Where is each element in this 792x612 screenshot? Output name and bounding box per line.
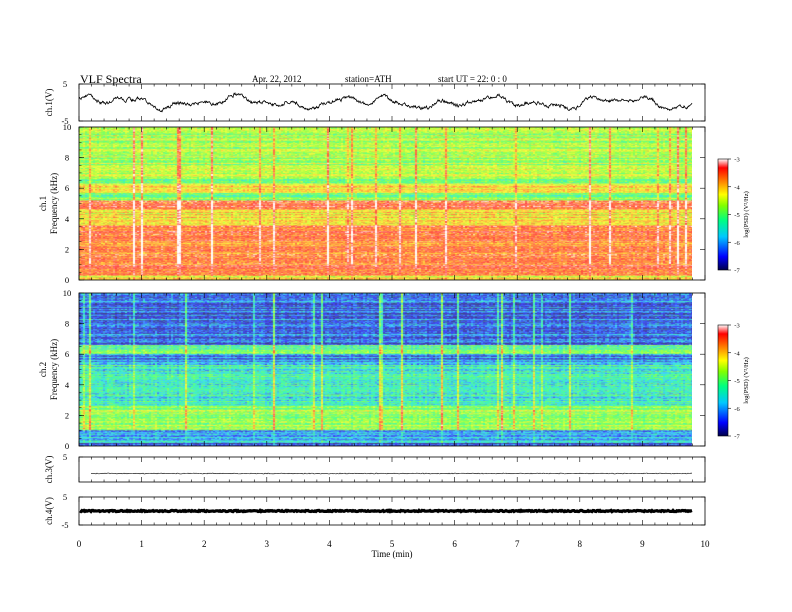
ch2-spectrogram-colorbar-tick-label: -7 — [734, 434, 740, 441]
ch2-spectrogram-ytick-label: 10 — [63, 288, 72, 298]
x-tick-label: 5 — [390, 539, 395, 549]
ch1-spectrogram-ylabel: Frequency (kHz) — [49, 173, 59, 234]
ch2-spectrogram-image — [79, 293, 692, 446]
ch2-spectrogram-colorbar-tick-label: -3 — [734, 323, 739, 330]
start-time-label: start UT = 22: 0 : 0 — [438, 74, 507, 84]
ch2-spectrogram-colorbar-label: log(PSD) (V²/Hz) — [743, 357, 750, 404]
ch1-spectrogram-ytick-label: 4 — [65, 214, 70, 224]
ch1-waveform-line — [78, 91, 693, 113]
x-tick-label: 9 — [640, 539, 645, 549]
x-tick-label: 10 — [701, 539, 711, 549]
ch1-waveform-ytick-label: 5 — [63, 79, 67, 89]
ch4-waveform-line — [79, 508, 693, 514]
ch2-spectrogram-ylabel: Frequency (kHz) — [49, 339, 59, 400]
ch1-spectrogram-colorbar-tick-label: -4 — [734, 184, 740, 191]
x-tick-label: 4 — [327, 539, 332, 549]
ch3-waveform-ytick-label: 5 — [63, 452, 67, 462]
ch1-spectrogram-ytick-label: 6 — [65, 183, 69, 193]
ch1-spectrogram-colorbar-tick-label: -3 — [734, 157, 739, 164]
x-tick-label: 6 — [452, 539, 457, 549]
x-tick-label: 3 — [265, 539, 270, 549]
ch1-spectrogram-image — [79, 127, 692, 280]
ch1-spectrogram-colorbar-tick-label: -5 — [734, 212, 739, 219]
x-tick-label: 1 — [139, 539, 144, 549]
ch1-spectrogram-ytick-label: 0 — [65, 275, 69, 285]
ch1-spectrogram-colorbar-label: log(PSD) (V²/Hz) — [743, 191, 750, 238]
ch1-waveform-ylabel: ch.1(V) — [44, 89, 54, 117]
x-tick-label: 7 — [515, 539, 520, 549]
ch3-waveform-line — [90, 472, 693, 475]
figure-title: VLF Spectra — [80, 72, 142, 86]
ch2-spectrogram-ytick-label: 4 — [65, 380, 70, 390]
x-tick-label: 8 — [578, 539, 583, 549]
ch1-spectrogram-colorbar — [717, 158, 729, 271]
ch1-spectrogram-ytick-label: 10 — [63, 122, 72, 132]
x-axis-label: Time (min) — [372, 549, 413, 559]
ch1-spectrogram-ytick-label: 2 — [65, 244, 69, 254]
ch2-spectrogram-ytick-label: 2 — [65, 410, 69, 420]
ch4-waveform-ytick-label: 5 — [63, 492, 67, 502]
ch1-spectrogram-colorbar-tick-label: -7 — [734, 268, 740, 275]
ch2-spectrogram-colorbar-tick-label: -4 — [734, 350, 740, 357]
ch1-spectrogram-channel-label: ch.1 — [38, 196, 48, 211]
ch2-spectrogram-ytick-label: 0 — [65, 441, 69, 451]
ch2-spectrogram-colorbar-tick-label: -5 — [734, 378, 739, 385]
ch3-waveform-ylabel: ch.3(V) — [44, 456, 54, 484]
ch1-spectrogram-colorbar-tick-label: -6 — [734, 240, 740, 247]
ch2-spectrogram-colorbar-tick-label: -6 — [734, 406, 740, 413]
ch2-spectrogram-ytick-label: 8 — [65, 319, 69, 329]
x-tick-label: 2 — [202, 539, 207, 549]
station-label: station=ATH — [345, 74, 392, 84]
ch1-spectrogram-ytick-label: 8 — [65, 153, 69, 163]
x-tick-label: 0 — [77, 539, 82, 549]
ch4-waveform-ylabel: ch.4(V) — [44, 497, 54, 525]
ch2-spectrogram-ytick-label: 6 — [65, 349, 69, 359]
ch2-spectrogram-colorbar — [717, 324, 729, 437]
ch4-waveform-ytick-label: -5 — [61, 520, 68, 530]
ch1-waveform-ytick-label: -5 — [61, 116, 68, 126]
date-label: Apr. 22, 2012 — [252, 74, 302, 84]
ch2-spectrogram-channel-label: ch.2 — [38, 362, 48, 377]
